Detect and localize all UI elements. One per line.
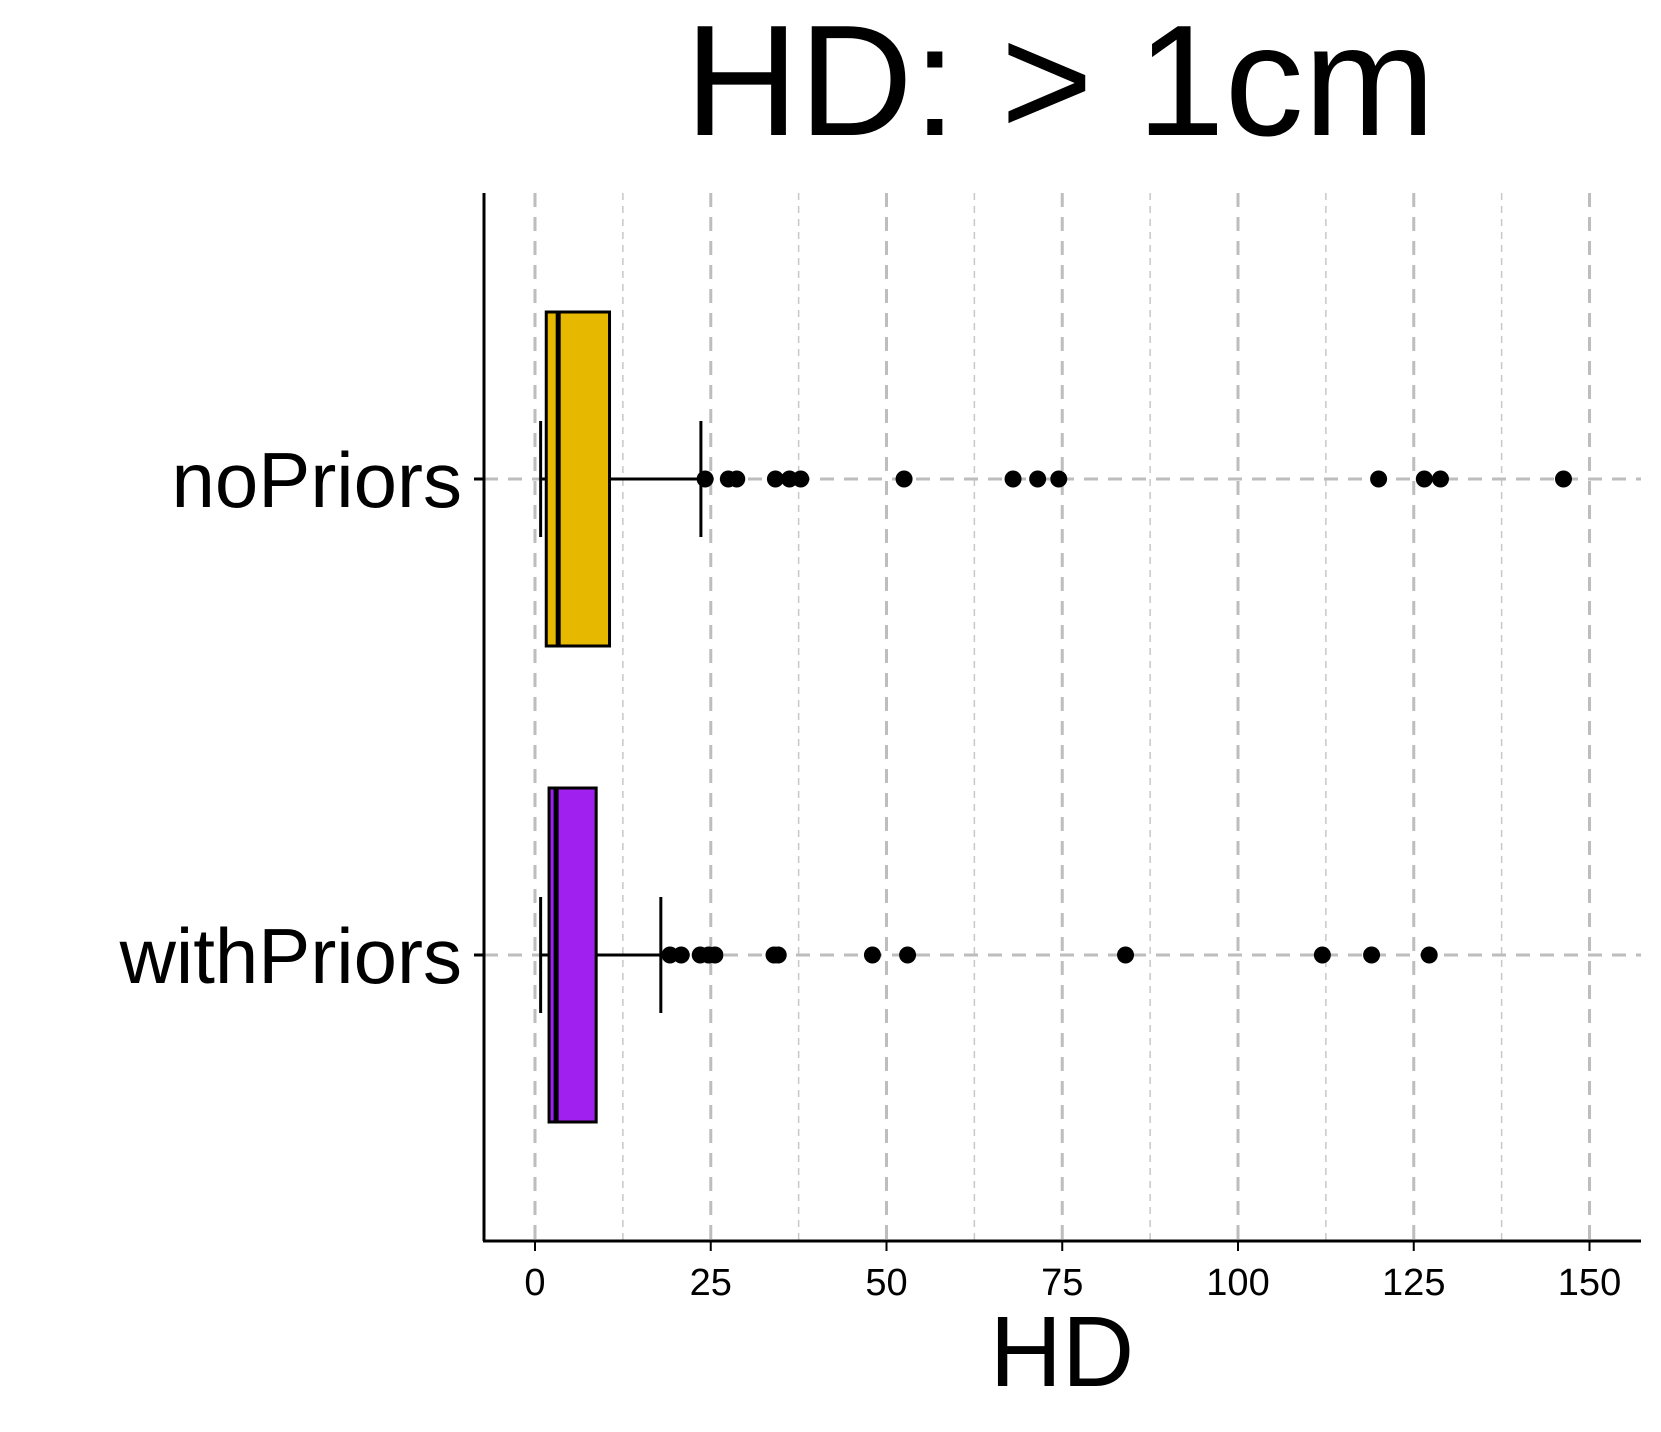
label-layer: 0 25 50 75 100 125 150 noPriors withPriors [119, 436, 1622, 1304]
x-tick-label: 75 [1041, 1262, 1083, 1304]
outlier-point [696, 470, 714, 488]
x-tick-label: 150 [1558, 1262, 1621, 1304]
outlier-point [1117, 946, 1135, 964]
outlier-point [863, 946, 881, 964]
outlier-point [1313, 946, 1331, 964]
outlier-point [728, 470, 746, 488]
outlier-point [1029, 470, 1047, 488]
outlier-point [1004, 470, 1022, 488]
x-tick-label: 100 [1206, 1262, 1269, 1304]
outlier-point [1554, 470, 1572, 488]
x-tick-label: 50 [865, 1262, 907, 1304]
outlier-point [1420, 946, 1438, 964]
category-label: noPriors [172, 436, 462, 524]
box-layer [539, 310, 1572, 1124]
outlier-point [899, 946, 917, 964]
outlier-point [895, 470, 913, 488]
x-tick-label: 0 [524, 1262, 545, 1304]
outlier-point [706, 946, 724, 964]
outlier-point [1415, 470, 1433, 488]
outlier-point [1431, 470, 1449, 488]
x-tick-label: 125 [1382, 1262, 1445, 1304]
boxplot-withpriors [539, 786, 1438, 1124]
x-axis-title: HD [990, 1296, 1134, 1408]
outlier-point [769, 946, 787, 964]
category-label: withPriors [119, 912, 462, 1000]
outlier-point [1050, 470, 1068, 488]
outlier-point [792, 470, 810, 488]
chart-title: HD: > 1cm [685, 0, 1436, 169]
outlier-point [672, 946, 690, 964]
x-tick-label: 25 [690, 1262, 732, 1304]
boxplot-nopriors [539, 310, 1572, 648]
outlier-point [766, 470, 784, 488]
outlier-point [1363, 946, 1381, 964]
grid-layer [484, 193, 1641, 1241]
outlier-point [1370, 470, 1388, 488]
